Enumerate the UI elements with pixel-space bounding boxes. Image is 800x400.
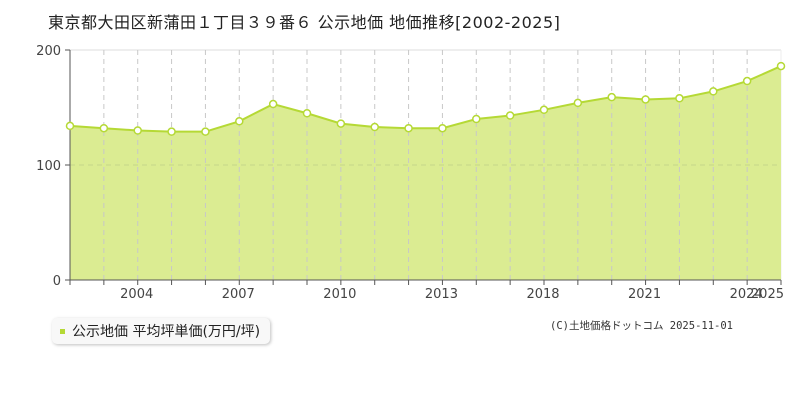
y-tick-label: 0 (53, 274, 61, 289)
data-point (99, 123, 109, 133)
x-tick-label: 2007 (222, 287, 255, 302)
y-tick-label: 100 (36, 159, 61, 174)
legend: 公示地価 平均坪単価(万円/坪) (52, 318, 271, 344)
data-point (302, 109, 312, 118)
chart-title: 東京都大田区新蒲田１丁目３９番６ 公示地価 地価推移[2002-2025] (48, 13, 561, 32)
data-point (65, 121, 75, 131)
x-tick-label: 2010 (323, 287, 356, 302)
data-point (201, 127, 210, 136)
data-point (641, 95, 650, 104)
data-point (776, 61, 786, 71)
data-point (438, 123, 447, 133)
data-point (675, 94, 684, 103)
data-point (133, 126, 142, 135)
data-point (709, 87, 718, 96)
data-point (505, 111, 515, 120)
copyright-text: (C)土地価格ドットコム 2025-11-01 (550, 320, 734, 332)
series-line (69, 65, 782, 133)
data-point (607, 92, 616, 102)
x-tick-label: 2024 (730, 287, 763, 302)
area-fill (70, 66, 781, 280)
data-point (472, 114, 481, 124)
data-point (235, 117, 244, 126)
x-tick-label: 2021 (628, 287, 661, 302)
data-point (539, 105, 549, 115)
data-point (742, 76, 752, 86)
legend-swatch-icon (60, 328, 65, 334)
x-tick-label: 2013 (425, 287, 458, 302)
y-tick-label: 200 (36, 44, 61, 59)
x-tick-label: 2025 (751, 287, 784, 302)
legend-label: 公示地価 平均坪単価(万円/坪) (72, 324, 261, 340)
data-point (167, 127, 176, 136)
x-tick-label: 2018 (526, 287, 559, 302)
data-point (336, 119, 346, 128)
data-point (268, 99, 278, 109)
x-tick-label: 2004 (120, 287, 153, 302)
data-point (370, 122, 379, 132)
data-point (404, 123, 413, 133)
data-point (573, 98, 583, 108)
